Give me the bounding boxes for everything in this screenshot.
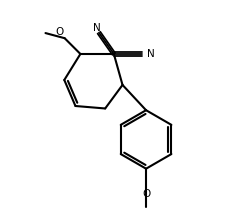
Text: N: N [93, 23, 101, 33]
Text: N: N [147, 49, 154, 59]
Text: O: O [142, 189, 150, 199]
Text: O: O [55, 27, 64, 37]
